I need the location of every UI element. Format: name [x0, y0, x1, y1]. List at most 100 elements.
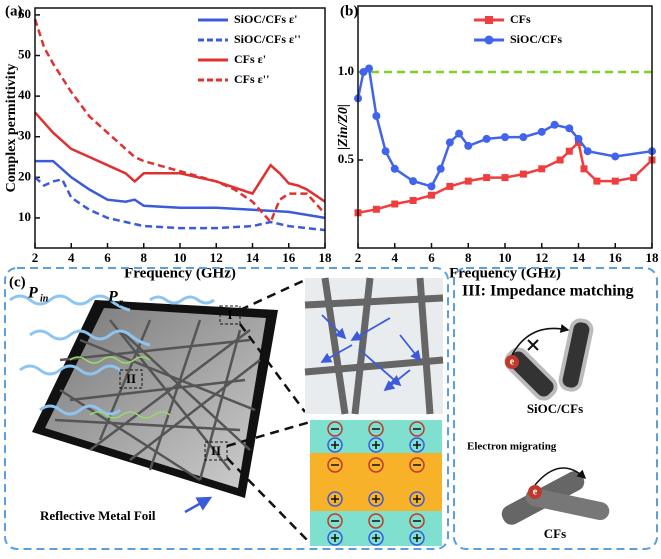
marker: [593, 177, 601, 185]
charge: [327, 437, 343, 453]
arrow: [511, 324, 570, 356]
charge: [409, 437, 425, 453]
y-tick-label: 50: [18, 46, 31, 61]
marker: [381, 147, 390, 156]
marker: [391, 200, 399, 208]
marker: [482, 134, 491, 143]
legend-label: CFs ε'': [234, 72, 269, 86]
marker: [455, 129, 464, 138]
marker: [409, 177, 418, 186]
marker: [556, 156, 564, 164]
marker: [372, 205, 380, 213]
charge: [368, 530, 384, 546]
impedance-title: III: Impedance matching: [462, 283, 634, 300]
caption: SiOC/CFs: [527, 401, 583, 416]
x-tick-label: 18: [319, 250, 333, 265]
series-line: [34, 176, 326, 232]
marker: [483, 174, 491, 182]
p-in-sub: in: [40, 293, 49, 304]
plot-frame: [34, 7, 326, 249]
charge: [368, 457, 384, 473]
x-tick-label: 12: [535, 250, 548, 265]
x-tick-label: 8: [465, 250, 472, 265]
marker: [574, 134, 583, 143]
series-line: [34, 111, 326, 203]
x-tick-label: 4: [68, 250, 75, 265]
p-r-sub: r: [119, 297, 123, 308]
marker: [409, 196, 417, 204]
y-tick-label: 30: [18, 128, 31, 143]
marker: [583, 147, 592, 156]
charge: [368, 437, 384, 453]
charges: [327, 421, 425, 546]
x-tick-label: 2: [355, 250, 362, 265]
charge: [327, 421, 343, 437]
y-tick-label: 1.0: [338, 63, 354, 78]
y-tick-label: 60: [18, 6, 31, 21]
marker: [436, 164, 445, 173]
x-tick-label: 10: [174, 250, 187, 265]
legend-label: CFs ε': [234, 52, 266, 66]
x-tick-label: 12: [210, 250, 223, 265]
y-tick-label: 0.5: [338, 151, 355, 166]
caption: CFs: [544, 526, 566, 541]
electron: [505, 355, 519, 369]
legend-label: SiOC/CFs: [510, 32, 562, 46]
electron-label: e: [533, 486, 538, 497]
charge: [327, 457, 343, 473]
x-tick-label: 8: [141, 250, 148, 265]
charge: [409, 421, 425, 437]
marker: [372, 112, 381, 120]
panel-frame: [453, 267, 658, 550]
x-tick-label: 14: [572, 250, 586, 265]
charge: [368, 513, 384, 529]
marker: [611, 177, 619, 185]
y-tick-label: 10: [18, 209, 31, 224]
p-r: P: [107, 289, 118, 306]
chart: (a) 2 4 6 8 10 12 14 16 18 10 20 30 40 50 60 SiOC/CFs ε'…: [4, 3, 332, 281]
x-tick-label: 10: [499, 250, 512, 265]
panel-frame: [4, 267, 449, 550]
x-tick-label: 4: [392, 250, 399, 265]
y-tick-label: 40: [18, 87, 31, 102]
zoom-box: [219, 305, 241, 325]
marker: [501, 174, 509, 182]
foil-label: Reflective Metal Foil: [40, 508, 156, 523]
p-in: P: [27, 285, 38, 302]
legend-label: SiOC/CFs ε'': [234, 32, 301, 46]
legend-label: CFs: [510, 12, 531, 26]
zoom-arrows: [320, 314, 422, 392]
y-axis-label: |Zin/Z0|: [336, 104, 351, 150]
arrow: [534, 467, 587, 486]
zoom-rods: [304, 277, 444, 415]
series-line: [33, 18, 326, 225]
charge: [368, 491, 384, 507]
charge: [409, 530, 425, 546]
charge: [368, 421, 384, 437]
legend-label: SiOC/CFs ε': [234, 12, 297, 26]
marker: [365, 64, 374, 73]
waves: [9, 294, 215, 419]
x-tick-label: 2: [32, 250, 39, 265]
region-label: II: [126, 371, 136, 386]
zoom-box: [119, 369, 143, 389]
marker: [580, 165, 588, 173]
chart: (b) 2 4 6 8 10 12 14 16 18 0.5 1.0 CFs SiOC/CFs Freque…: [336, 3, 659, 281]
panel-label: (a): [5, 3, 23, 19]
zoom-box: [204, 441, 228, 461]
charge: [327, 530, 343, 546]
diagram: (c) P in P r I II II Reflective Metal Fo…: [4, 267, 658, 550]
charts: (a) 2 4 6 8 10 12 14 16 18 10 20 30 40 50 60 SiOC/CFs ε'…: [4, 3, 659, 281]
arrow: [184, 496, 213, 514]
series-line: [35, 159, 326, 220]
caption: Electron migrating: [467, 441, 557, 453]
panel-label: (c): [9, 274, 26, 290]
x-axis-label: Frequency (GHz): [449, 265, 561, 281]
marker: [630, 174, 638, 182]
marker: [445, 138, 454, 147]
x-axis-label: Frequency (GHz): [124, 265, 236, 281]
panel-label: (b): [340, 3, 358, 19]
marker: [428, 191, 435, 199]
x-tick-label: 16: [609, 250, 623, 265]
